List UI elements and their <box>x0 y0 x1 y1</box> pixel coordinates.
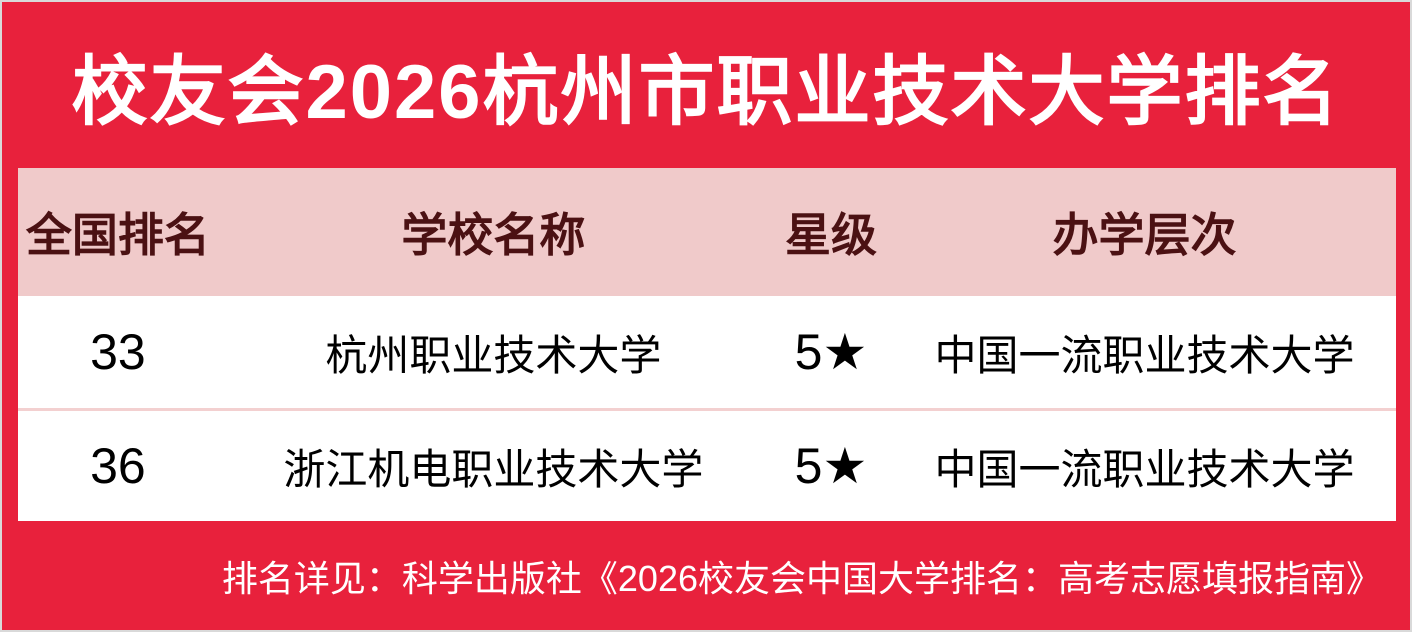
table-row: 36 浙江机电职业技术大学 5★ 中国一流职业技术大学 <box>18 408 1396 521</box>
star-cell: 5★ <box>794 324 868 380</box>
footer-band: 排名详见：科学出版社《2026校友会中国大学排名：高考志愿填报指南》 <box>2 521 1410 630</box>
star-cell: 5★ <box>794 438 868 494</box>
table-body: 33 杭州职业技术大学 5★ 中国一流职业技术大学 36 浙江机电职业技术大学 … <box>18 296 1396 521</box>
level-cell: 中国一流职业技术大学 <box>934 331 1355 379</box>
table-header-row: 全国排名 学校名称 星级 办学层次 <box>18 168 1396 296</box>
rank-cell: 33 <box>90 324 146 380</box>
column-header-school-name: 学校名称 <box>401 209 586 261</box>
rank-cell: 36 <box>90 438 146 494</box>
title-band: 校友会2026杭州市职业技术大学排名 <box>2 2 1410 168</box>
column-header-education-level: 办学层次 <box>1052 209 1237 261</box>
page-title: 校友会2026杭州市职业技术大学排名 <box>71 50 1341 135</box>
footer-note: 排名详见：科学出版社《2026校友会中国大学排名：高考志愿填报指南》 <box>221 557 1382 599</box>
column-header-national-rank: 全国排名 <box>25 209 210 261</box>
school-cell: 浙江机电职业技术大学 <box>283 445 704 493</box>
table-row: 33 杭州职业技术大学 5★ 中国一流职业技术大学 <box>18 296 1396 408</box>
school-cell: 杭州职业技术大学 <box>325 331 662 379</box>
ranking-table: 全国排名 学校名称 星级 办学层次 33 杭州职业技术大学 5★ 中国一流职业技… <box>18 168 1396 521</box>
column-header-star-rating: 星级 <box>784 209 877 261</box>
level-cell: 中国一流职业技术大学 <box>934 445 1355 493</box>
